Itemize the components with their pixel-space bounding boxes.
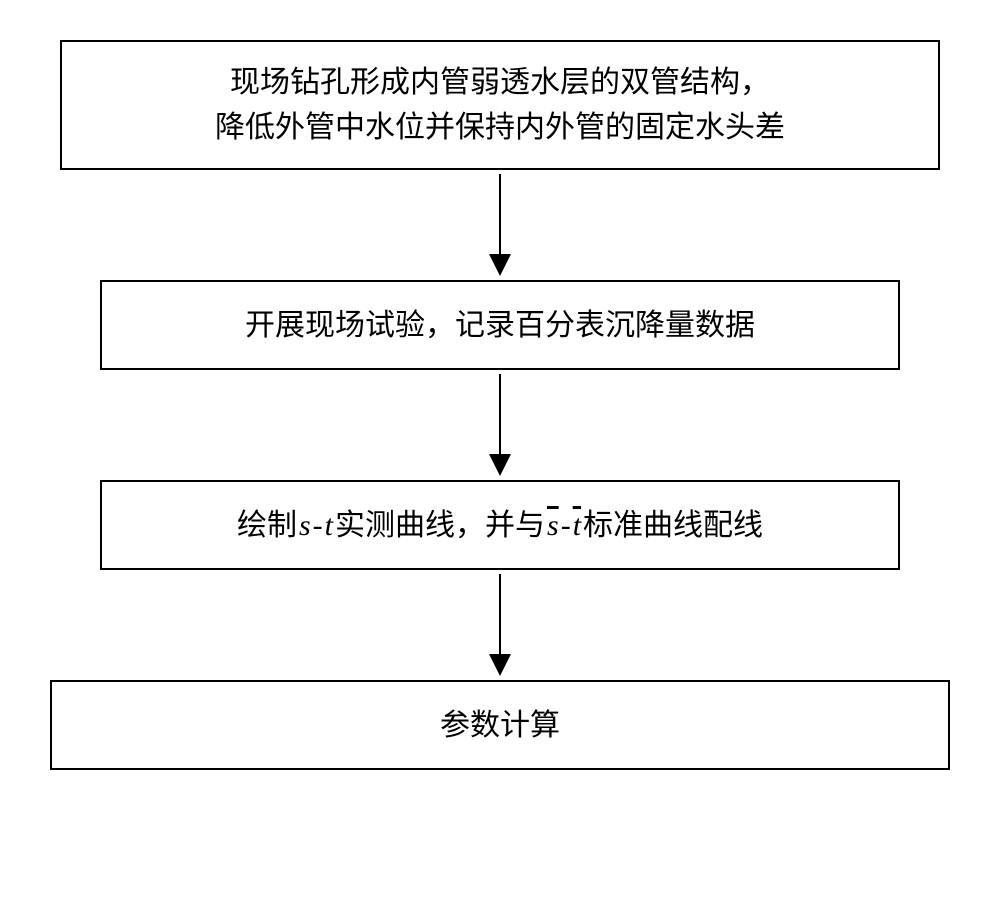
step-1-line-1: 现场钻孔形成内管弱透水层的双管结构， <box>230 60 770 105</box>
step-1-line-2: 降低外管中水位并保持内外管的固定水头差 <box>215 105 785 150</box>
step-box-4: 参数计算 <box>50 680 950 770</box>
step-box-1: 现场钻孔形成内管弱透水层的双管结构， 降低外管中水位并保持内外管的固定水头差 <box>60 40 940 170</box>
dash-1: - <box>313 503 323 548</box>
var-t: t <box>325 503 333 548</box>
dash-2: - <box>561 503 571 548</box>
step-3-prefix: 绘制 <box>237 503 297 548</box>
step-3-suffix: 标准曲线配线 <box>583 503 763 548</box>
step-box-2: 开展现场试验，记录百分表沉降量数据 <box>100 280 900 370</box>
step-2-text: 开展现场试验，记录百分表沉降量数据 <box>245 303 755 348</box>
arrow-head-icon <box>489 654 511 676</box>
arrow-line <box>499 574 501 654</box>
var-t-bar: t <box>573 503 581 548</box>
arrow-2-to-3 <box>489 370 511 480</box>
step-box-3: 绘制 s - t 实测曲线，并与 s - t 标准曲线配线 <box>100 480 900 570</box>
var-s: s <box>299 503 311 548</box>
arrow-line <box>499 174 501 254</box>
flowchart-container: 现场钻孔形成内管弱透水层的双管结构， 降低外管中水位并保持内外管的固定水头差 开… <box>50 40 950 770</box>
var-s-bar: s <box>547 503 559 548</box>
arrow-line <box>499 374 501 454</box>
arrow-head-icon <box>489 454 511 476</box>
arrow-head-icon <box>489 254 511 276</box>
step-3-mid: 实测曲线，并与 <box>335 503 545 548</box>
arrow-3-to-4 <box>489 570 511 680</box>
step-3-formula: 绘制 s - t 实测曲线，并与 s - t 标准曲线配线 <box>237 503 763 548</box>
arrow-1-to-2 <box>489 170 511 280</box>
step-4-text: 参数计算 <box>440 703 560 748</box>
